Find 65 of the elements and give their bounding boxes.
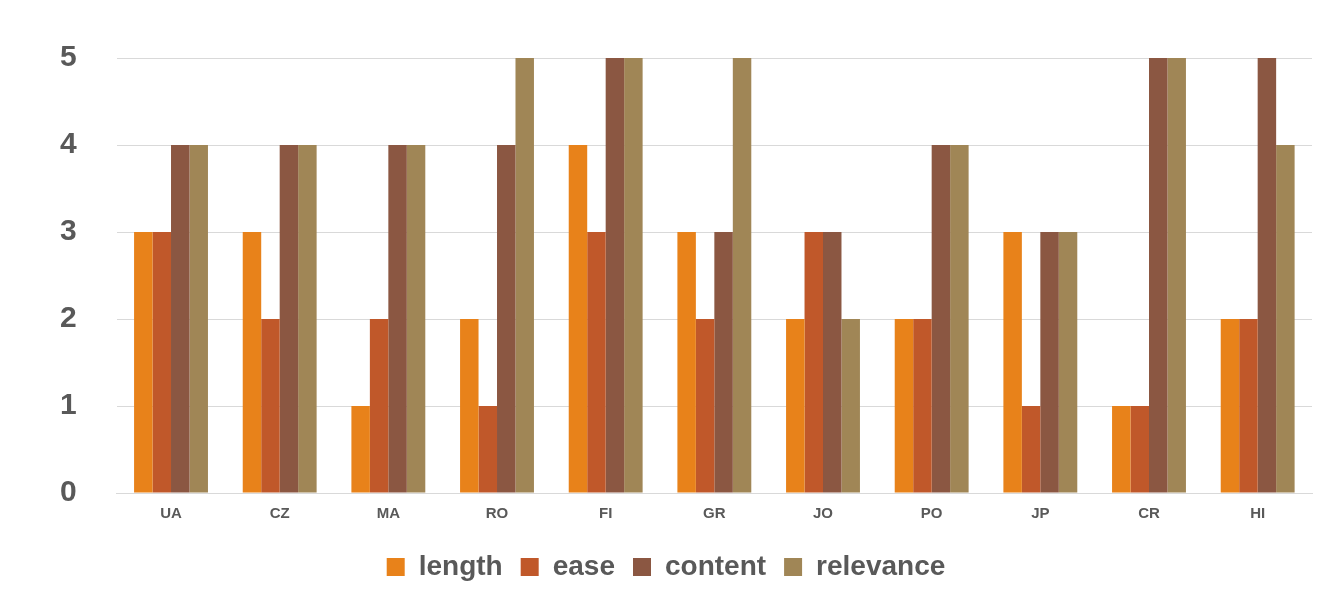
bar [388, 145, 407, 493]
x-tick-label: RO [485, 504, 509, 522]
bar [587, 232, 606, 493]
y-tick-label: 1 [60, 387, 77, 421]
x-tick-label: JO [813, 504, 834, 522]
bar [1058, 232, 1078, 493]
bar [460, 319, 479, 493]
bar [351, 406, 370, 493]
y-tick-label: 0 [60, 474, 77, 508]
x-tick-label: PO [920, 504, 943, 522]
bar [1003, 232, 1022, 493]
bar [261, 319, 280, 493]
y-tick-label: 5 [60, 39, 77, 73]
bar [913, 319, 932, 493]
bar [1257, 58, 1277, 493]
bar [568, 145, 588, 493]
bar [406, 145, 426, 493]
x-tick-label: GR [703, 504, 726, 522]
x-tick-label: MA [376, 504, 401, 522]
bar [732, 58, 752, 493]
bar [677, 232, 696, 493]
bar [134, 232, 153, 493]
bar [279, 145, 299, 493]
bar [624, 58, 643, 493]
x-tick-label: JP [1031, 504, 1050, 522]
bar [804, 232, 824, 493]
bar [1040, 232, 1059, 493]
legend-label: content [664, 549, 767, 581]
bar [171, 145, 190, 493]
bar [931, 145, 951, 493]
bar [1276, 145, 1295, 493]
bar [369, 319, 389, 493]
bar [786, 319, 805, 493]
bar [841, 319, 860, 493]
bar [1130, 406, 1149, 493]
legend-label: relevance [816, 549, 946, 581]
legend-label: ease [552, 549, 615, 581]
bar [1021, 406, 1041, 493]
x-tick-label: HI [1250, 504, 1266, 522]
bar [1112, 406, 1131, 493]
y-tick-label: 3 [60, 213, 77, 247]
x-tick-label: CR [1138, 504, 1160, 522]
bar [242, 232, 262, 493]
bar [714, 232, 733, 493]
bar [1149, 58, 1168, 493]
bar [1239, 319, 1258, 493]
bar [478, 406, 498, 493]
bar [894, 319, 914, 493]
x-tick-label: CZ [269, 504, 290, 522]
x-tick-label: FI [599, 504, 613, 522]
bar [1167, 58, 1186, 493]
bar [950, 145, 969, 493]
bar [1220, 319, 1240, 493]
bar [497, 145, 516, 493]
y-tick-label: 2 [60, 300, 77, 334]
legend-label: length [418, 549, 503, 581]
bar [189, 145, 208, 493]
bar [605, 58, 625, 493]
bar [695, 319, 715, 493]
bar [515, 58, 534, 493]
x-tick-label: UA [160, 504, 183, 522]
bar [298, 145, 317, 493]
bar [823, 232, 842, 493]
bar [152, 232, 172, 493]
y-tick-label: 4 [60, 126, 77, 160]
